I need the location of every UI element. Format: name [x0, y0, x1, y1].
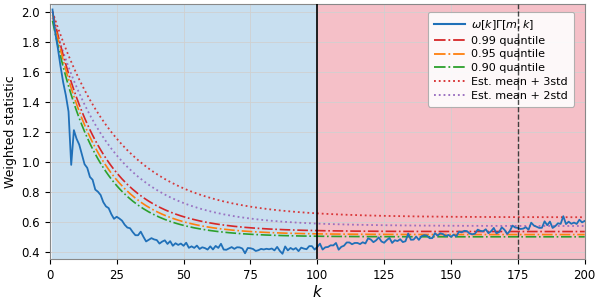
Legend: $\omega[k]\Gamma[m,k]$, 0.99 quantile, 0.95 quantile, 0.90 quantile, Est. mean +: $\omega[k]\Gamma[m,k]$, 0.99 quantile, 0…	[428, 12, 574, 107]
Bar	[317, 4, 585, 259]
Bar	[52, 4, 317, 259]
Y-axis label: Weighted statistic: Weighted statistic	[4, 75, 17, 188]
X-axis label: k: k	[313, 285, 322, 300]
